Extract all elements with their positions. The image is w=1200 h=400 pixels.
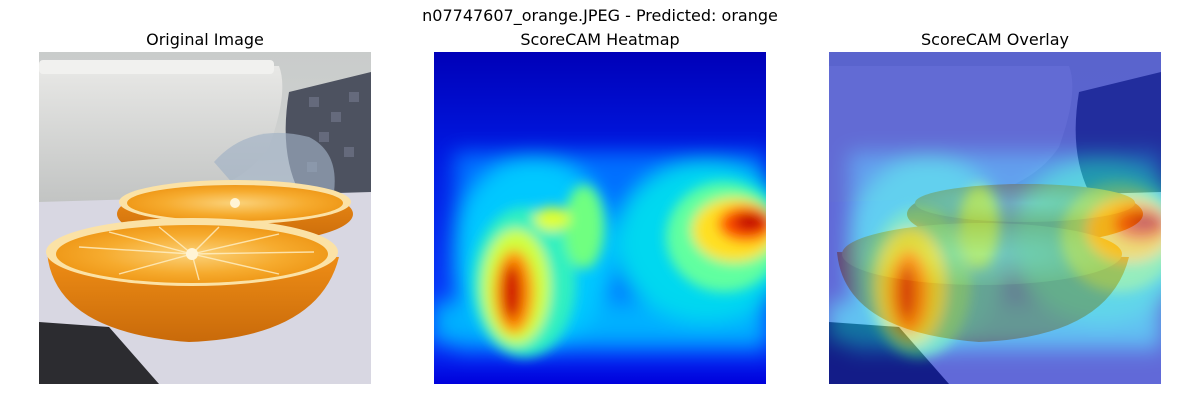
overlay-image: [829, 52, 1161, 384]
panel-title-heatmap: ScoreCAM Heatmap: [520, 30, 680, 49]
panel-original-image: Original Image: [39, 30, 371, 384]
heatmap-image: [434, 52, 766, 384]
panel-scorecam-overlay: ScoreCAM Overlay: [829, 30, 1161, 384]
original-image: [39, 52, 371, 384]
figure-suptitle: n07747607_orange.JPEG - Predicted: orang…: [422, 6, 778, 25]
panel-scorecam-heatmap: ScoreCAM Heatmap: [434, 30, 766, 384]
panel-title-original: Original Image: [146, 30, 264, 49]
panel-title-overlay: ScoreCAM Overlay: [920, 30, 1070, 49]
